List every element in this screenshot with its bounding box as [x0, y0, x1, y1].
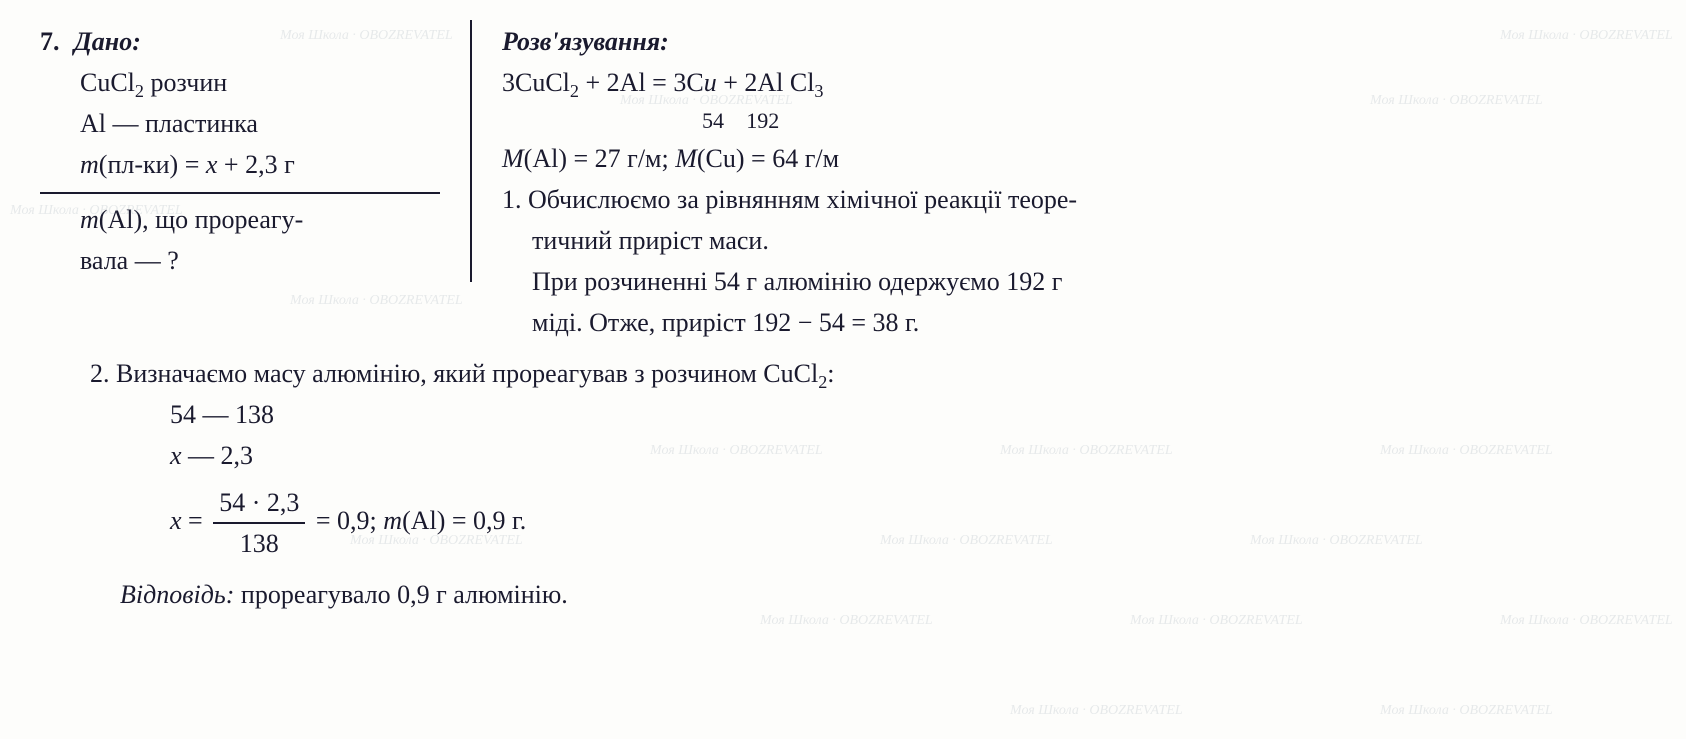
find-line2: вала — ? — [80, 241, 440, 280]
prop2: x — 2,3 — [170, 436, 1646, 475]
given-upper: 7. Дано: CuCl2 розчин Al — пластинка m(п… — [40, 22, 440, 194]
given-title: Дано: — [74, 27, 141, 56]
step1-c: При розчиненні 54 г алюмінію одержуємо 1… — [532, 262, 1646, 301]
problem-top: 7. Дано: CuCl2 розчин Al — пластинка m(п… — [40, 20, 1646, 344]
eq-sub2: 3 — [814, 81, 823, 101]
step1-b: тичний приріст маси. — [532, 221, 1646, 260]
calc-d: m — [383, 506, 402, 535]
answer-label: Відповідь: — [120, 580, 234, 609]
line3-d: + 2,3 г — [217, 150, 294, 179]
step2-intro: 2. Визначаємо масу алюмінію, який прореа… — [90, 354, 1646, 393]
line1-sub: 2 — [135, 81, 144, 101]
calc-row: x = 54 · 2,3138 = 0,9; m(Al) = 0,9 г. — [170, 483, 1646, 563]
eq-a: 3CuCl — [502, 68, 570, 97]
calc-b: = — [182, 506, 210, 535]
prop2-b: — 2,3 — [182, 441, 254, 470]
molar-a: M — [502, 144, 524, 173]
molar-c: M — [675, 144, 697, 173]
eq-b: + 2Al = 3C — [579, 68, 704, 97]
step2-body: 54 — 138 x — 2,3 x = 54 · 2,3138 = 0,9; … — [170, 395, 1646, 563]
prop1: 54 — 138 — [170, 395, 1646, 434]
solution-block: Розв'язування: 3CuCl2 + 2Al = 3Cu + 2Al … — [472, 20, 1646, 344]
solution-title: Розв'язування: — [502, 22, 1646, 61]
intro-a: 2. Визначаємо масу алюмінію, який прореа… — [90, 359, 818, 388]
find-b: (Al), що прореагу- — [99, 205, 303, 234]
step1-d: міді. Отже, приріст 192 − 54 = 38 г. — [532, 303, 1646, 342]
prop2-a: x — [170, 441, 182, 470]
equation: 3CuCl2 + 2Al = 3Cu + 2Al Cl3 — [502, 63, 1646, 102]
answer-block: Відповідь: прореагувало 0,9 г алюмінію. — [120, 575, 1646, 614]
eq-sub1: 2 — [570, 81, 579, 101]
molar-d: (Cu) = 64 г/м — [697, 144, 839, 173]
line3-a: m — [80, 150, 99, 179]
line1-b: розчин — [144, 68, 227, 97]
frac-den: 138 — [213, 524, 305, 563]
given-title-row: 7. Дано: — [40, 22, 440, 61]
calc-a: x — [170, 506, 182, 535]
watermark: Моя Школа · OBOZREVATEL — [1010, 700, 1183, 721]
line3-b: (пл-ки) = — [99, 150, 206, 179]
frac-num: 54 · 2,3 — [213, 483, 305, 524]
line3-c: x — [206, 150, 218, 179]
molar-b: (Al) = 27 г/м; — [524, 144, 676, 173]
eq-d: + 2Al Cl — [717, 68, 815, 97]
answer-text: прореагувало 0,9 г алюмінію. — [234, 580, 567, 609]
equation-annotation: 54 192 — [702, 104, 1646, 137]
step1-a: 1. Обчислюємо за рівнянням хімічної реак… — [502, 180, 1646, 219]
find-a: m — [80, 205, 99, 234]
watermark: Моя Школа · OBOZREVATEL — [1380, 700, 1553, 721]
problem-number: 7. — [40, 27, 60, 56]
given-line1: CuCl2 розчин — [80, 63, 440, 102]
given-line2: Al — пластинка — [80, 104, 440, 143]
given-line3: m(пл-ки) = x + 2,3 г — [80, 145, 440, 184]
find-line1: m(Al), що прореагу- — [80, 200, 440, 239]
line1-a: CuCl — [80, 68, 135, 97]
step2-block: 2. Визначаємо масу алюмінію, який прореа… — [90, 354, 1646, 563]
calc-e: (Al) = 0,9 г. — [402, 506, 526, 535]
fraction: 54 · 2,3138 — [213, 483, 305, 563]
molar-masses: M(Al) = 27 г/м; M(Cu) = 64 г/м — [502, 139, 1646, 178]
intro-b: : — [827, 359, 834, 388]
eq-c: u — [704, 68, 717, 97]
calc-c: = 0,9; — [309, 506, 383, 535]
given-block: 7. Дано: CuCl2 розчин Al — пластинка m(п… — [40, 20, 472, 282]
intro-sub: 2 — [818, 372, 827, 392]
